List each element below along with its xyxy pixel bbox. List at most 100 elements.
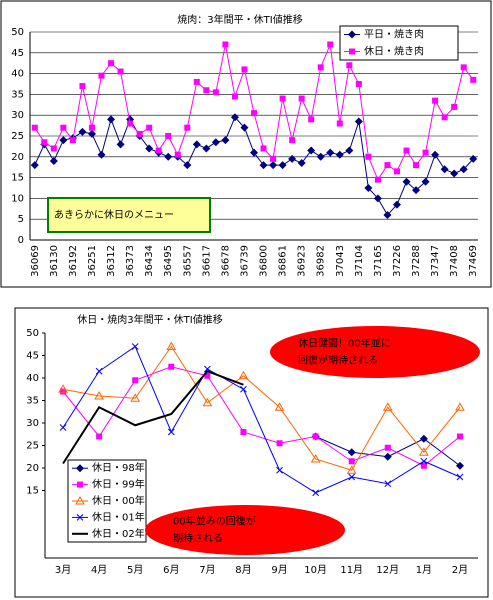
x-tick-label: 6月: [163, 564, 179, 576]
x-tick-label: 12月: [376, 564, 399, 576]
x-tick-label: 37226: [392, 245, 403, 277]
x-tick-label: 37288: [411, 245, 422, 277]
chart-title: 休日・焼肉3年間平・休TI値推移: [77, 313, 222, 326]
marker: [278, 161, 287, 170]
marker: [240, 385, 247, 393]
series-line: [62, 345, 461, 471]
x-tick-label: 36192: [68, 245, 79, 277]
marker: [240, 123, 249, 132]
annotation-oval: [270, 326, 480, 378]
marker: [166, 341, 177, 350]
marker: [450, 169, 459, 178]
marker: [260, 145, 267, 152]
marker: [96, 433, 103, 440]
legend-label: 休日・00年: [92, 494, 145, 507]
marker: [297, 159, 306, 168]
x-tick-label: 37104: [354, 245, 365, 277]
y-tick-label: 25: [26, 441, 39, 452]
marker: [184, 124, 191, 131]
legend-label: 平日・焼き肉: [364, 28, 424, 41]
marker: [94, 390, 104, 400]
marker: [108, 60, 115, 67]
marker: [279, 95, 286, 102]
legend-label: 休日・焼き肉: [364, 45, 424, 58]
y-tick-label: 0: [18, 235, 24, 246]
legend-label: 休日・02年: [92, 527, 145, 540]
marker: [326, 148, 335, 157]
y-tick-label: 30: [11, 110, 24, 121]
marker: [211, 138, 220, 147]
marker: [107, 115, 116, 124]
marker: [402, 177, 411, 186]
y-tick-label: 15: [26, 486, 39, 497]
marker: [117, 68, 124, 75]
marker: [30, 161, 39, 170]
marker: [346, 465, 357, 474]
x-tick-label: 36617: [201, 245, 212, 277]
marker: [127, 120, 134, 127]
x-tick-label: 36923: [297, 245, 308, 277]
y-tick-label: 50: [11, 27, 24, 38]
marker: [345, 146, 354, 155]
marker: [327, 41, 334, 48]
marker: [455, 402, 465, 411]
annotation-text: 回復が期待される: [298, 354, 378, 367]
y-tick-label: 40: [11, 69, 24, 80]
marker: [347, 448, 356, 457]
marker: [212, 89, 219, 96]
marker: [259, 161, 268, 170]
marker: [167, 428, 175, 436]
y-tick-label: 20: [26, 463, 39, 474]
marker: [455, 461, 464, 470]
marker: [31, 124, 38, 131]
marker: [87, 129, 96, 138]
marker: [419, 434, 428, 443]
x-tick-label: 7月: [199, 564, 215, 576]
marker: [451, 103, 458, 110]
marker: [250, 148, 258, 157]
x-tick-label: 8月: [235, 564, 251, 576]
x-tick-label: 36800: [259, 245, 270, 277]
marker: [384, 444, 391, 451]
marker: [274, 402, 285, 411]
marker: [308, 116, 315, 123]
x-tick-label: 36557: [182, 245, 193, 277]
marker: [420, 457, 428, 465]
marker: [310, 453, 321, 463]
marker: [76, 514, 84, 521]
marker: [222, 41, 229, 48]
marker: [349, 48, 355, 55]
marker: [98, 72, 105, 79]
marker: [136, 130, 143, 137]
marker: [60, 124, 67, 131]
marker: [432, 97, 439, 104]
series-line: [62, 345, 461, 494]
marker: [365, 153, 372, 160]
y-tick-label: 20: [11, 152, 24, 163]
marker: [383, 211, 392, 220]
annotation-text: 休日健闘！00年並に: [298, 337, 391, 350]
x-tick-label: 36434: [144, 245, 155, 277]
marker: [240, 429, 247, 435]
x-tick-label: 37469: [468, 245, 479, 277]
x-tick-label: 36130: [49, 245, 60, 277]
marker: [231, 93, 238, 100]
marker: [155, 147, 162, 154]
marker: [412, 186, 421, 195]
x-tick-label: 36373: [125, 245, 136, 277]
marker: [88, 124, 95, 131]
marker: [174, 151, 181, 158]
marker: [440, 165, 449, 174]
y-tick-label: 45: [26, 351, 39, 362]
marker: [276, 466, 283, 474]
marker: [346, 62, 353, 69]
marker: [441, 114, 448, 121]
y-tick-label: 25: [11, 131, 24, 142]
marker: [95, 367, 103, 375]
marker: [312, 433, 319, 440]
x-tick-label: 36251: [87, 245, 98, 277]
marker: [183, 161, 192, 170]
chart-title: 焼肉：3年間平・休TI値推移: [177, 13, 302, 26]
y-tick-label: 35: [26, 396, 39, 407]
